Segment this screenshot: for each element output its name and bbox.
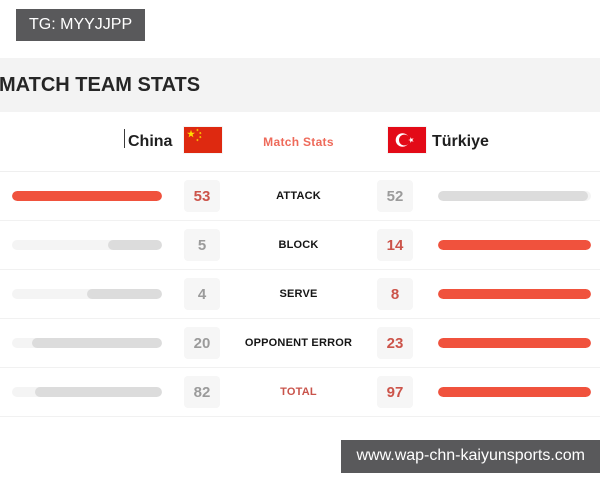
right-value: 23 xyxy=(386,334,404,352)
right-value-box: 23 xyxy=(377,327,413,359)
left-bar-fill xyxy=(12,191,162,201)
stat-label: OPPONENT ERROR xyxy=(244,337,353,349)
stat-row-serve: 4 SERVE 8 xyxy=(0,270,600,319)
stat-row-block: 5 BLOCK 14 xyxy=(0,221,600,270)
left-value-box: 82 xyxy=(184,376,220,408)
left-value-box: 4 xyxy=(184,278,220,310)
right-value-box: 14 xyxy=(377,229,413,261)
china-flag-icon xyxy=(184,127,222,153)
left-value-box: 53 xyxy=(184,180,220,212)
left-bar-track xyxy=(12,240,162,250)
telegram-handle-badge: TG: MYYJJPP xyxy=(16,9,146,41)
left-value: 82 xyxy=(193,383,211,401)
right-bar-fill xyxy=(438,191,588,201)
right-bar-track xyxy=(438,240,591,250)
left-value: 20 xyxy=(193,334,211,352)
right-value-box: 52 xyxy=(377,180,413,212)
right-bar-fill xyxy=(438,240,591,250)
left-value-box: 5 xyxy=(184,229,220,261)
left-value: 53 xyxy=(193,187,211,205)
match-stats-label: Match Stats xyxy=(263,134,334,149)
title-strip: MATCH TEAM STATS xyxy=(0,58,600,112)
stat-row-opponent-error: 20 OPPONENT ERROR 23 xyxy=(0,319,600,368)
stat-label: TOTAL xyxy=(280,386,317,398)
left-bar-fill xyxy=(34,387,162,397)
right-value-box: 8 xyxy=(377,278,413,310)
right-bar-track xyxy=(438,338,591,348)
right-value: 52 xyxy=(386,187,404,205)
right-value: 8 xyxy=(390,285,400,303)
stat-label: SERVE xyxy=(279,288,318,300)
left-bar-track xyxy=(12,191,162,201)
text-cursor xyxy=(124,129,125,148)
left-bar-fill xyxy=(31,338,162,348)
left-bar-track xyxy=(12,387,162,397)
team-header-row: China Match Stats Türkiye xyxy=(0,112,600,172)
page-title: MATCH TEAM STATS xyxy=(0,73,201,96)
right-team-name: Türkiye xyxy=(432,132,489,150)
right-value: 97 xyxy=(386,383,404,401)
left-bar-track xyxy=(12,289,162,299)
left-bar-fill xyxy=(108,240,162,250)
stat-label: ATTACK xyxy=(276,190,321,202)
left-bar-fill xyxy=(87,289,162,299)
right-bar-track xyxy=(438,191,591,201)
right-value: 14 xyxy=(386,236,404,254)
right-bar-track xyxy=(438,387,591,397)
stat-label: BLOCK xyxy=(278,239,319,251)
stats-table: 53 ATTACK 52 5 BLOCK 14 4 SERVE 8 20 OPP… xyxy=(0,172,600,417)
turkiye-flag-icon xyxy=(388,127,426,153)
left-value-box: 20 xyxy=(184,327,220,359)
right-bar-fill xyxy=(438,338,591,348)
right-bar-track xyxy=(438,289,591,299)
website-url-badge: www.wap-chn-kaiyunsports.com xyxy=(341,440,600,473)
stat-row-total: 82 TOTAL 97 xyxy=(0,368,600,417)
right-bar-fill xyxy=(438,387,591,397)
left-bar-track xyxy=(12,338,162,348)
left-value: 5 xyxy=(197,236,207,254)
stat-row-attack: 53 ATTACK 52 xyxy=(0,172,600,221)
right-bar-fill xyxy=(438,289,591,299)
right-value-box: 97 xyxy=(377,376,413,408)
left-value: 4 xyxy=(197,285,207,303)
left-team-name: China xyxy=(128,132,173,150)
